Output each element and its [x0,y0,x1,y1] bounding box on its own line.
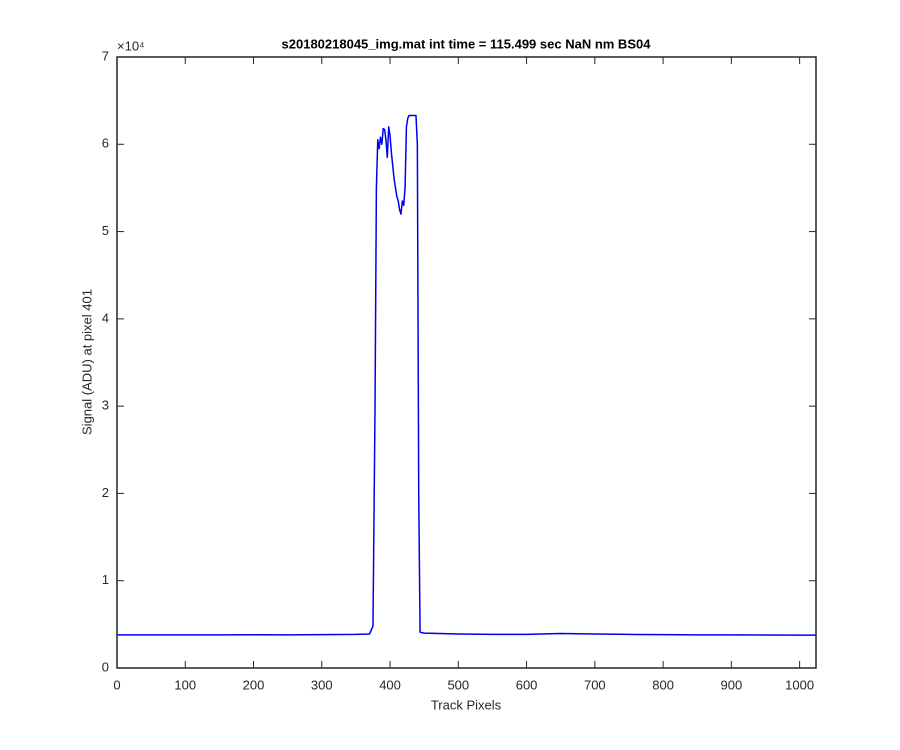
x-tick-label: 500 [447,677,469,692]
x-tick-label: 600 [516,677,538,692]
y-tick-label: 1 [102,572,109,587]
x-tick-label: 800 [652,677,674,692]
x-tick-label: 1000 [785,677,814,692]
x-axis-label: Track Pixels [431,697,502,712]
x-tick-label: 0 [113,677,120,692]
y-tick-label: 3 [102,398,109,413]
y-tick-label: 0 [102,659,109,674]
x-tick-label: 300 [311,677,333,692]
x-tick-label: 100 [174,677,196,692]
x-tick-label: 700 [584,677,606,692]
x-tick-label: 900 [721,677,743,692]
y-tick-label: 6 [102,136,109,151]
y-tick-label: 7 [102,48,109,63]
y-tick-label: 2 [102,485,109,500]
y-tick-label: 5 [102,223,109,238]
axes-box [116,56,817,669]
chart-title: s20180218045_img.mat int time = 115.499 … [282,36,652,51]
y-axis-label: Signal (ADU) at pixel 401 [79,289,94,435]
x-tick-label: 200 [243,677,265,692]
y-tick-label: 4 [102,310,109,325]
x-tick-label: 400 [379,677,401,692]
y-multiplier: ×10⁴ [117,38,145,53]
data-line [117,114,817,636]
